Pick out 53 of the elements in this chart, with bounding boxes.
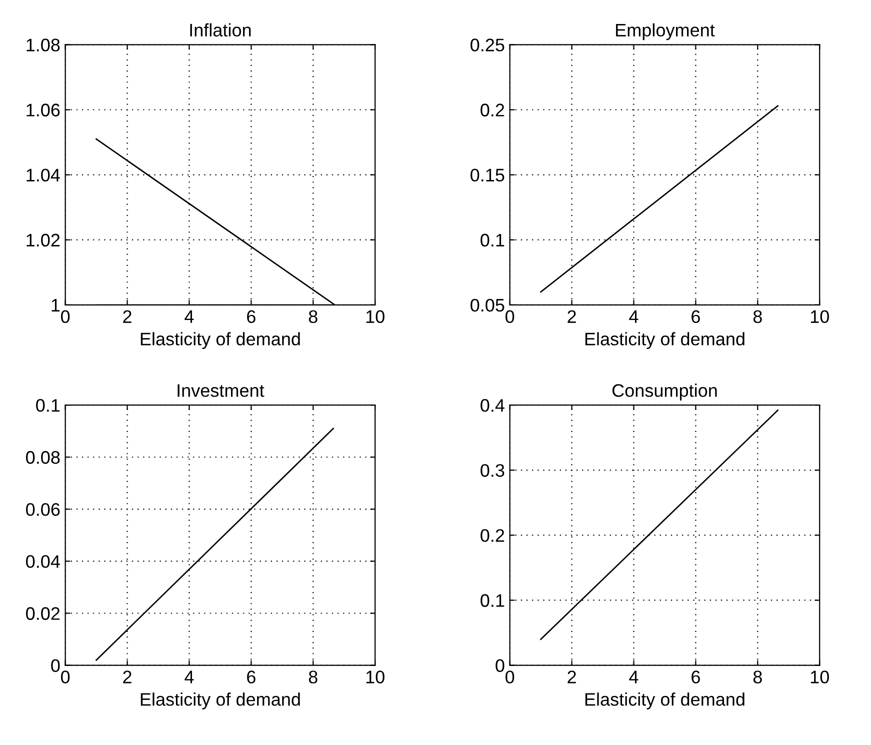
x-axis-title: Elasticity of demand (140, 332, 300, 349)
y-tick-label: 1.08 (26, 38, 60, 52)
x-tick-label: 6 (247, 310, 256, 324)
y-tick-label: 1.02 (26, 234, 60, 247)
x-tick-label: 4 (184, 670, 194, 684)
x-tick-label: 6 (692, 310, 700, 324)
chart-title: Employment (616, 23, 715, 40)
y-tick-label: 0.04 (26, 555, 60, 568)
x-tick-label: 2 (568, 670, 576, 684)
x-tick-label: 2 (123, 670, 132, 684)
y-tick-label: 0.06 (26, 503, 60, 516)
y-tick-label: 0.1 (480, 594, 504, 607)
y-tick-label: 0.1 (36, 399, 60, 412)
x-axis-title: Elasticity of demand (585, 332, 744, 349)
x-tick-label: 6 (692, 670, 700, 684)
x-tick-label: 0 (61, 310, 70, 324)
y-tick-label: 1.04 (26, 168, 60, 182)
y-tick-label: 0 (51, 659, 60, 672)
x-tick-label: 0 (61, 670, 70, 684)
x-tick-label: 0 (506, 310, 514, 324)
y-tick-label: 0.2 (480, 529, 504, 542)
x-tick-label: 8 (753, 310, 762, 324)
y-tick-label: 0.1 (480, 234, 504, 247)
x-tick-label: 4 (629, 670, 638, 684)
y-tick-label: 0.05 (470, 298, 504, 312)
x-tick-label: 0 (506, 670, 514, 684)
x-tick-label: 6 (247, 670, 256, 684)
y-tick-label: 1.06 (26, 104, 60, 116)
x-tick-label: 4 (184, 310, 194, 323)
x-tick-label: 10 (810, 670, 829, 684)
y-tick-label: 0.3 (480, 464, 504, 477)
chart-title: Investment (178, 384, 264, 397)
y-tick-label: 0.02 (26, 607, 60, 620)
x-axis-title: Elasticity of demand (140, 692, 300, 710)
x-axis-title: Elasticity of demand (585, 692, 744, 710)
x-tick-label: 8 (308, 310, 318, 324)
x-tick-label: 8 (753, 670, 762, 684)
y-tick-label: 0 (496, 659, 504, 672)
y-tick-label: 1 (52, 299, 60, 312)
y-tick-label: 0.25 (470, 38, 504, 52)
x-tick-label: 2 (123, 310, 132, 323)
y-tick-label: 0.08 (26, 451, 60, 464)
chart-title: Consumption (612, 384, 717, 400)
x-tick-label: 10 (810, 310, 829, 324)
x-tick-label: 10 (366, 310, 384, 324)
x-tick-label: 10 (366, 670, 384, 684)
x-tick-label: 2 (568, 310, 576, 323)
x-tick-label: 8 (308, 670, 318, 684)
y-tick-label: 0.4 (480, 399, 504, 412)
x-tick-label: 4 (629, 310, 638, 323)
y-tick-label: 0.15 (470, 168, 504, 182)
chart-title: Inflation (190, 23, 251, 37)
y-tick-label: 0.2 (480, 104, 504, 116)
